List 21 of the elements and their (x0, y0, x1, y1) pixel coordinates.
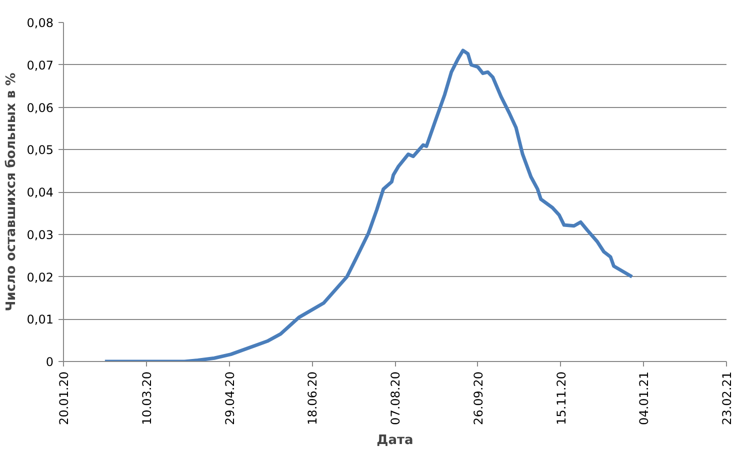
y-axis-title: Число оставшихся больных в % (4, 72, 19, 312)
y-tick-label: 0,02 (26, 270, 54, 284)
x-tick-label: 10.03.20 (140, 372, 154, 425)
y-tick-label: 0 (46, 355, 54, 369)
x-tick-label: 18.06.20 (306, 372, 320, 425)
x-tick-label: 23.02.21 (720, 372, 734, 425)
y-tick-label: 0,07 (26, 58, 54, 72)
x-tick-label: 20.01.20 (57, 372, 71, 425)
line-series (103, 48, 634, 362)
y-tick-label: 0,06 (26, 100, 54, 115)
x-tick-label: 04.01.21 (637, 372, 652, 425)
y-tick-label: 0,04 (26, 186, 54, 200)
y-tick-label: 0,05 (26, 143, 54, 158)
y-tick-label: 0,08 (26, 16, 54, 30)
y-tick-label: 0,01 (26, 312, 54, 327)
x-axis-title: Дата (376, 432, 414, 448)
x-tick-label: 07.08.20 (388, 372, 402, 425)
x-tick-label: 26.09.20 (471, 372, 486, 425)
x-tick-label: 15.11.20 (554, 372, 568, 425)
x-tick-label: 29.04.20 (222, 372, 237, 425)
y-tick-label: 0,03 (26, 228, 54, 242)
